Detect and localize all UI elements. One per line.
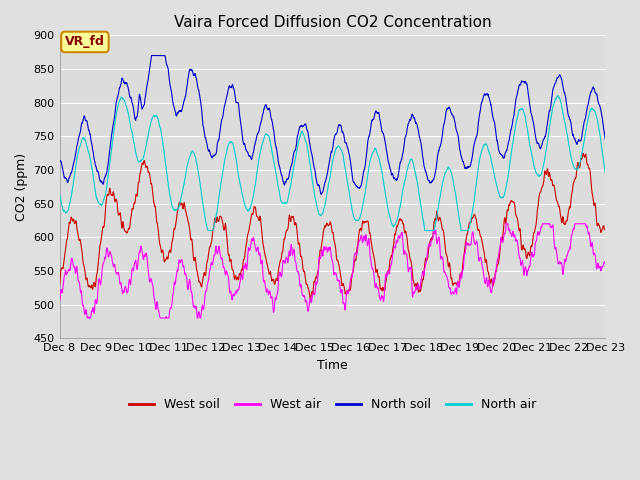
- Legend: West soil, West air, North soil, North air: West soil, West air, North soil, North a…: [124, 393, 541, 416]
- West air: [208, 262, 216, 267]
- North air: [208, 228, 216, 233]
- North air: [349, 208, 356, 214]
- North air: [360, 195, 368, 201]
- West soil: [602, 226, 609, 231]
- North soil: [349, 176, 356, 181]
- North air: [602, 171, 609, 177]
- North soil: [569, 132, 577, 138]
- North air: [204, 228, 212, 233]
- West air: [554, 258, 561, 264]
- West soil: [208, 238, 216, 243]
- West air: [360, 233, 368, 239]
- West air: [349, 274, 356, 279]
- Line: North soil: North soil: [60, 56, 605, 194]
- West soil: [569, 186, 577, 192]
- West soil: [56, 284, 63, 290]
- Title: Vaira Forced Diffusion CO2 Concentration: Vaira Forced Diffusion CO2 Concentration: [173, 15, 492, 30]
- West air: [56, 298, 63, 304]
- West soil: [492, 271, 499, 276]
- North soil: [360, 166, 368, 172]
- North air: [492, 177, 499, 182]
- Line: North air: North air: [60, 96, 605, 230]
- West air: [502, 221, 510, 227]
- North air: [569, 161, 577, 167]
- West air: [492, 274, 499, 279]
- North soil: [317, 192, 325, 197]
- West soil: [554, 199, 561, 205]
- North air: [56, 191, 63, 196]
- North soil: [602, 137, 609, 143]
- West air: [569, 228, 577, 233]
- West soil: [349, 270, 356, 276]
- Text: VR_fd: VR_fd: [65, 36, 105, 48]
- West soil: [307, 297, 314, 303]
- Y-axis label: CO2 (ppm): CO2 (ppm): [15, 153, 28, 221]
- West air: [602, 258, 609, 264]
- West soil: [360, 220, 368, 226]
- North soil: [554, 74, 561, 80]
- North soil: [148, 53, 156, 59]
- North air: [554, 93, 562, 98]
- West air: [84, 315, 92, 321]
- Line: West air: West air: [60, 224, 605, 318]
- West soil: [579, 151, 587, 156]
- X-axis label: Time: Time: [317, 359, 348, 372]
- North soil: [208, 155, 216, 161]
- North soil: [492, 126, 499, 132]
- Line: West soil: West soil: [60, 154, 605, 300]
- North air: [554, 93, 561, 99]
- North soil: [56, 157, 63, 163]
